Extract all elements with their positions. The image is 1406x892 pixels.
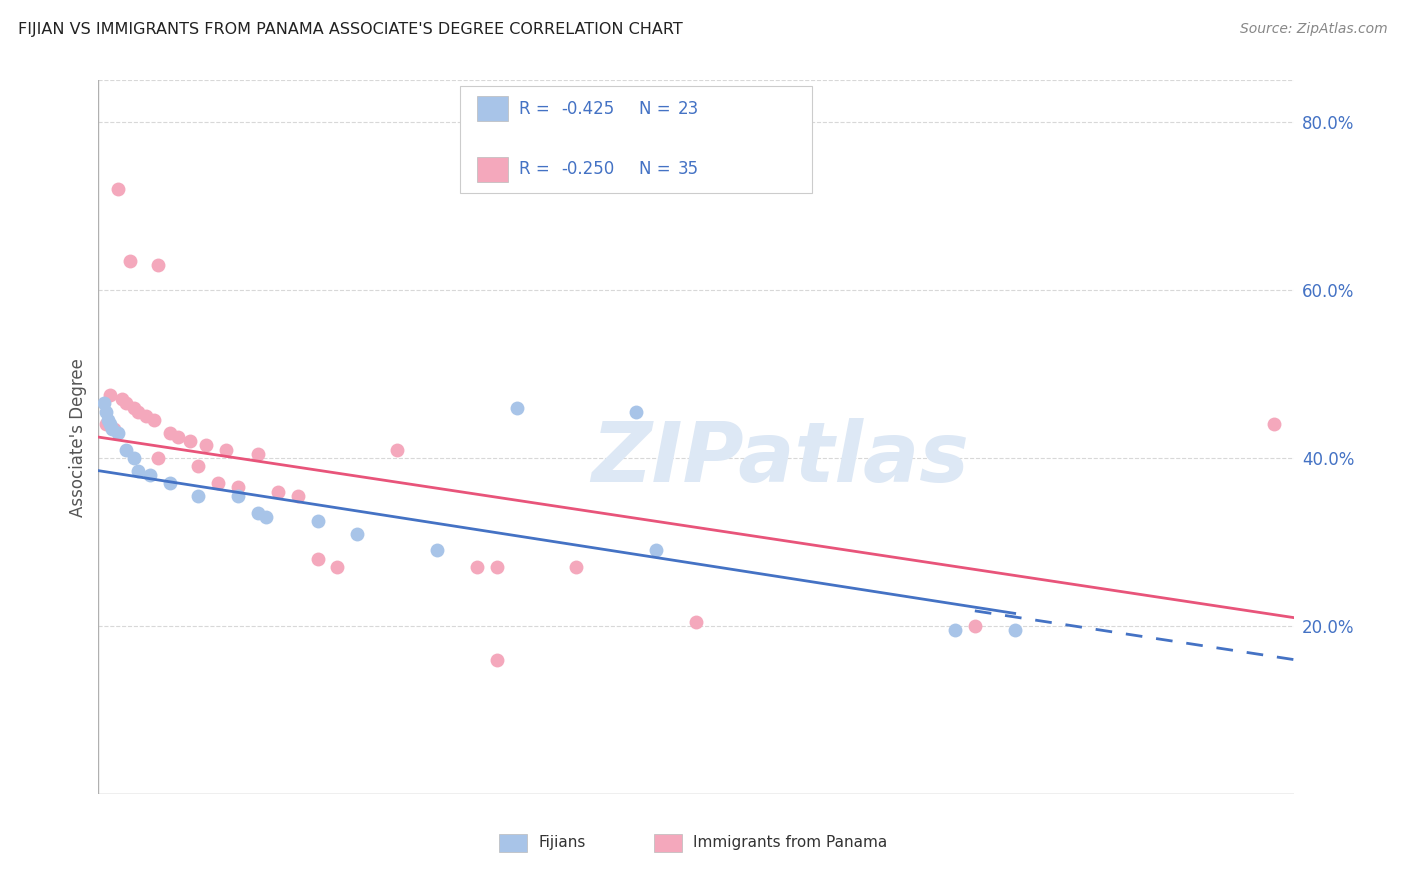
Text: Source: ZipAtlas.com: Source: ZipAtlas.com — [1240, 22, 1388, 37]
Point — [226, 480, 249, 494]
Point — [246, 447, 269, 461]
Point — [1004, 623, 1026, 637]
Point — [115, 442, 138, 457]
Point — [307, 551, 329, 566]
Text: -0.250: -0.250 — [561, 161, 614, 178]
Point — [135, 409, 157, 423]
Point — [254, 509, 277, 524]
Point — [159, 476, 181, 491]
Point — [246, 506, 269, 520]
Point — [385, 442, 409, 457]
Text: N =: N = — [638, 161, 675, 178]
Point — [148, 451, 170, 466]
Point — [107, 182, 129, 196]
Point — [215, 442, 238, 457]
Point — [426, 543, 449, 558]
Point — [103, 422, 125, 436]
Text: N =: N = — [638, 100, 675, 118]
Point — [506, 401, 529, 415]
Text: Fijians: Fijians — [538, 836, 586, 850]
Point — [124, 451, 146, 466]
Point — [195, 438, 218, 452]
Point — [98, 388, 122, 402]
Point — [465, 560, 488, 574]
Point — [187, 489, 209, 503]
Text: FIJIAN VS IMMIGRANTS FROM PANAMA ASSOCIATE'S DEGREE CORRELATION CHART: FIJIAN VS IMMIGRANTS FROM PANAMA ASSOCIA… — [18, 22, 683, 37]
Point — [96, 405, 118, 419]
Text: R =: R = — [519, 100, 555, 118]
Point — [226, 489, 249, 503]
Text: -0.425: -0.425 — [561, 100, 614, 118]
Point — [139, 467, 162, 482]
Point — [115, 396, 138, 410]
Point — [111, 392, 134, 407]
Point — [101, 422, 124, 436]
Text: R =: R = — [519, 161, 555, 178]
Text: 35: 35 — [678, 161, 699, 178]
Point — [159, 425, 181, 440]
Point — [307, 514, 329, 528]
Point — [645, 543, 668, 558]
Point — [963, 619, 986, 633]
Point — [148, 258, 170, 272]
Point — [187, 459, 209, 474]
Text: Immigrants from Panama: Immigrants from Panama — [693, 836, 887, 850]
Text: ZIPatlas: ZIPatlas — [591, 418, 969, 499]
Point — [167, 430, 190, 444]
Point — [98, 417, 122, 432]
Point — [127, 405, 149, 419]
Point — [127, 464, 149, 478]
Text: 23: 23 — [678, 100, 699, 118]
Point — [267, 484, 290, 499]
Point — [120, 253, 142, 268]
Point — [943, 623, 966, 637]
Point — [685, 615, 707, 629]
Point — [485, 560, 508, 574]
Point — [346, 526, 368, 541]
Point — [179, 434, 201, 449]
Point — [207, 476, 229, 491]
Point — [1263, 417, 1285, 432]
Point — [124, 401, 146, 415]
Point — [626, 405, 648, 419]
Point — [93, 396, 115, 410]
Point — [143, 413, 166, 427]
Point — [565, 560, 588, 574]
Point — [287, 489, 309, 503]
Point — [485, 652, 508, 666]
Point — [97, 413, 120, 427]
Point — [96, 417, 118, 432]
Point — [107, 425, 129, 440]
Y-axis label: Associate's Degree: Associate's Degree — [69, 358, 87, 516]
Point — [326, 560, 349, 574]
